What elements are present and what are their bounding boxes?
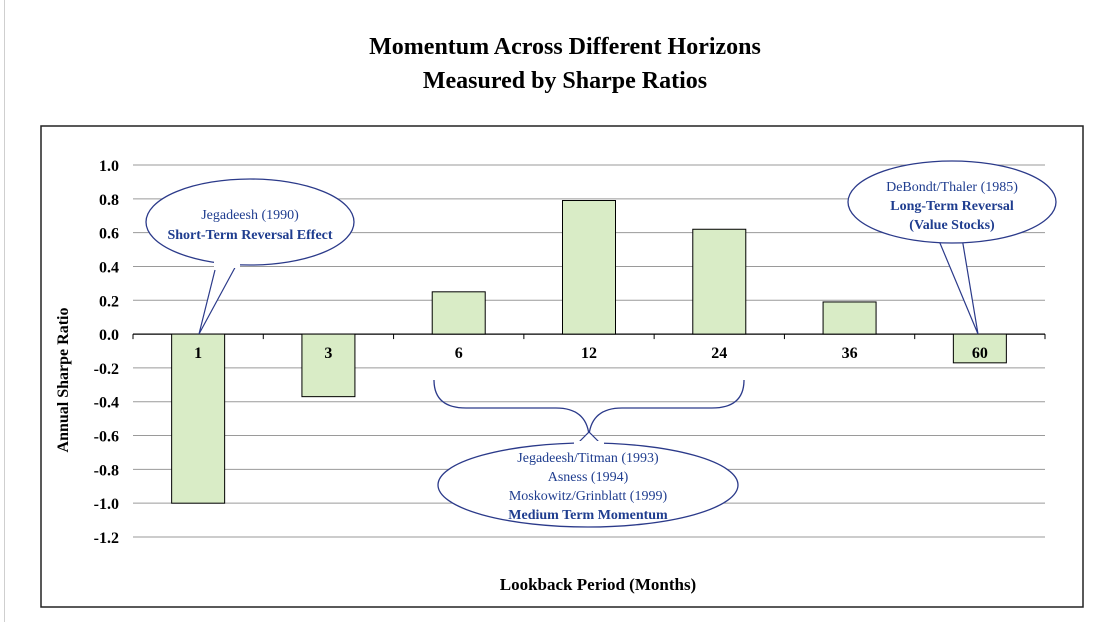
bar-24 — [692, 228, 747, 335]
y-tick-label: 0.6 — [99, 226, 119, 243]
x-tick-labels: 1 3 6 12 24 36 60 — [194, 345, 988, 362]
y-tick-labels: 1.0 0.8 0.6 0.4 0.2 0.0 -0.2 -0.4 -0.6 -0.8 -1.0 -1… — [94, 158, 119, 547]
x-tick-label: 36 — [842, 345, 858, 362]
y-tick-label: -1.2 — [94, 530, 119, 547]
chart-title: Momentum Across Different Horizons Measu… — [0, 30, 1120, 98]
bar-12 — [562, 200, 616, 335]
callout-join — [936, 232, 964, 241]
bar-3 — [301, 333, 356, 398]
y-tick-label: 0.4 — [99, 259, 119, 276]
callout-medium-term-line: Jegadeesh/Titman (1993) — [517, 451, 659, 466]
x-tick-label: 24 — [711, 345, 727, 362]
y-tick-label: -0.8 — [94, 462, 119, 479]
y-tick-label: 0.8 — [99, 192, 119, 209]
y-tick-label: 1.0 — [99, 158, 119, 175]
bar-36 — [822, 301, 877, 335]
callout-medium-term-line: Medium Term Momentum — [508, 508, 668, 523]
callout-short-term-line: Jegadeesh (1990) — [201, 208, 299, 223]
callout-short-term: Jegadeesh (1990) Short-Term Reversal Effe… — [145, 178, 355, 335]
callout-short-term-line: Short-Term Reversal Effect — [167, 228, 332, 243]
bar-60 — [952, 333, 1007, 364]
page-edge-rule — [4, 0, 5, 622]
callout-pointer — [936, 235, 979, 335]
bar-6 — [431, 291, 486, 335]
callout-long-term: DeBondt/Thaler (1985) Long-Term Reversal (… — [847, 160, 1057, 335]
callout-join — [214, 258, 240, 268]
bars — [171, 200, 1007, 504]
x-tick-label: 6 — [455, 345, 463, 362]
x-tick-label: 60 — [972, 345, 988, 362]
x-tick-label: 3 — [324, 345, 332, 362]
y-tick-label: -0.4 — [94, 395, 119, 412]
bar-1 — [171, 333, 226, 504]
callout-join — [574, 441, 604, 449]
callout-long-term-line: Long-Term Reversal — [890, 199, 1014, 214]
callout-medium-term-line: Moskowitz/Grinblatt (1999) — [509, 489, 668, 504]
callout-long-term-line: (Value Stocks) — [909, 218, 995, 233]
x-axis-label: Lookback Period (Months) — [500, 575, 696, 594]
callout-long-term-line: DeBondt/Thaler (1985) — [886, 180, 1018, 195]
callout-bubble — [145, 178, 355, 266]
chart-title-line-2: Measured by Sharpe Ratios — [422, 68, 708, 94]
callout-medium-term-line: Asness (1994) — [548, 470, 629, 485]
y-axis-label: Annual Sharpe Ratio — [55, 308, 72, 453]
callout-pointer — [198, 261, 239, 335]
x-tick-label: 1 — [194, 345, 202, 362]
callout-medium-term: Jegadeesh/Titman (1993) Asness (1994) Mosk… — [433, 379, 745, 528]
y-tick-label: -1.0 — [94, 496, 119, 513]
y-tick-label: -0.2 — [94, 361, 119, 378]
callouts: Jegadeesh (1990) Short-Term Reversal Effe… — [145, 160, 1057, 528]
y-tick-label: 0.2 — [99, 293, 119, 310]
chart-title-line-1: Momentum Across Different Horizons — [369, 34, 761, 60]
y-tick-label: 0.0 — [99, 327, 119, 344]
callout-bubble — [847, 160, 1057, 244]
x-tick-label: 12 — [581, 345, 597, 362]
y-tick-label: -0.6 — [94, 429, 119, 446]
